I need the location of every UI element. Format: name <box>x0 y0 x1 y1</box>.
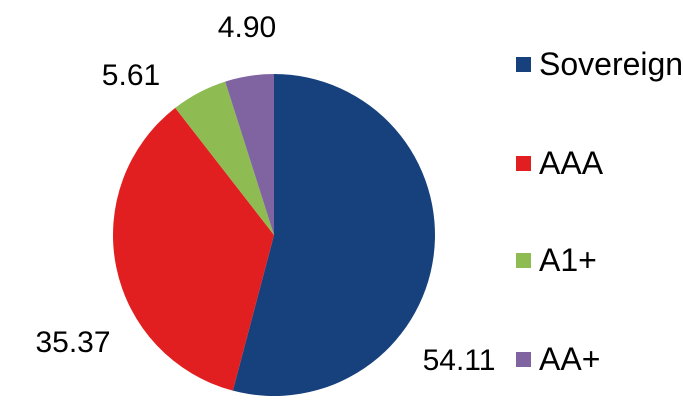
legend-swatch-sovereign <box>516 56 531 72</box>
data-label-aaplus: 4.90 <box>217 11 277 44</box>
legend-label-a1plus: A1+ <box>539 242 597 278</box>
legend-item-sovereign: Sovereign <box>516 44 683 84</box>
legend: Sovereign AAA A1+ AA+ <box>516 0 683 403</box>
legend-label-aaplus: AA+ <box>539 341 601 377</box>
legend-item-aaa: AAA <box>516 143 603 183</box>
legend-swatch-a1plus <box>516 252 531 268</box>
pie-slice-sovereign <box>232 74 435 396</box>
data-label-a1plus: 5.61 <box>101 59 161 92</box>
pie-slice-aaplus <box>225 74 274 235</box>
data-label-aaa: 35.37 <box>35 326 111 359</box>
pie-slice-aaa <box>112 107 274 391</box>
legend-item-a1plus: A1+ <box>516 240 597 280</box>
legend-swatch-aaa <box>516 155 531 171</box>
legend-item-aaplus: AA+ <box>516 339 600 379</box>
pie-slice-a1plus <box>175 81 274 235</box>
data-label-sovereign: 54.11 <box>422 344 496 377</box>
legend-label-aaa: AAA <box>539 145 604 181</box>
legend-label-sovereign: Sovereign <box>539 46 683 82</box>
legend-swatch-aaplus <box>516 351 531 367</box>
